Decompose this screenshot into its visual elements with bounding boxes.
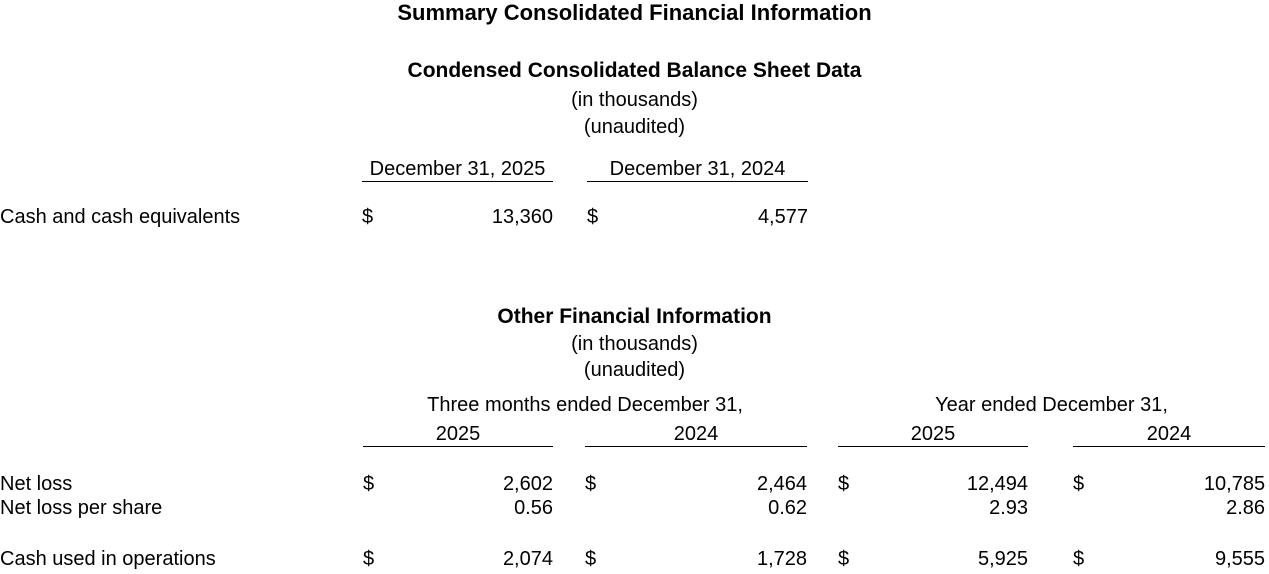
money-cell: $ 5,925 (838, 547, 1028, 571)
currency-symbol: $ (363, 548, 375, 570)
currency-symbol: $ (585, 548, 597, 570)
cell-value: 2,464 (756, 473, 808, 495)
cell-value: 13,360 (491, 205, 553, 228)
money-cell: $ 1,728 (585, 547, 807, 571)
money-cell: $ 2,602 (363, 472, 553, 496)
spacer-row (0, 182, 808, 205)
money-cell: $ 2,074 (363, 547, 553, 571)
table-row-cash-equivalents: Cash and cash equivalents $ 13,360 $ 4,5… (0, 205, 808, 229)
cell-value: 9,555 (1215, 548, 1266, 570)
row-label: Cash and cash equivalents (0, 205, 241, 228)
column-gap (807, 417, 838, 446)
balance-sheet-table: December 31, 2025 December 31, 2024 Cash… (0, 157, 808, 229)
cell-value: 10,785 (1203, 473, 1266, 495)
column-gap (1028, 417, 1073, 446)
money-cell: $ 13,360 (362, 205, 553, 229)
currency-symbol: $ (362, 205, 374, 228)
cell-value: 12,494 (966, 473, 1029, 495)
money-cell: 2.86 (1073, 496, 1265, 520)
other-financial-heading: Other Financial Information (497, 305, 772, 328)
column-gap (553, 472, 585, 496)
column-group-year-ended: Year ended December 31, (935, 394, 1168, 416)
table-row-net-loss-per-share: Net loss per share 0.56 0.62 2.93 2.86 (0, 496, 1265, 520)
cell-value: 1,728 (756, 548, 808, 570)
money-cell: 0.56 (363, 496, 553, 520)
other-financial-table: Three months ended December 31, Year end… (0, 393, 1266, 571)
balance-sheet-audit-note: (unaudited) (583, 116, 686, 138)
money-cell: $ 12,494 (838, 472, 1028, 496)
cell-value: 2.93 (989, 497, 1029, 519)
cell-value: 0.62 (768, 497, 808, 519)
other-financial-audit-note: (unaudited) (583, 359, 686, 381)
other-financial-units-note: (in thousands) (571, 333, 698, 355)
money-cell: $ 4,577 (587, 205, 808, 229)
money-cell: $ 9,555 (1073, 547, 1265, 571)
row-label: Cash used in operations (0, 548, 216, 570)
balance-sheet-units-note: (in thousands) (571, 89, 698, 111)
cell-value: 4,577 (757, 205, 808, 228)
column-header-dec-2025: December 31, 2025 (362, 157, 553, 182)
column-gap (553, 547, 585, 571)
spacer-row (0, 446, 1265, 472)
column-gap (807, 547, 838, 571)
currency-symbol: $ (1073, 548, 1085, 570)
page-title: Summary Consolidated Financial Informati… (397, 0, 872, 25)
header-label-spacer (0, 157, 362, 182)
year-header-row: 2025 2024 2025 2024 (0, 417, 1266, 447)
column-gap (553, 496, 585, 520)
money-cell: $ 2,464 (585, 472, 807, 496)
row-label: Net loss per share (0, 497, 163, 519)
currency-symbol: $ (838, 473, 850, 495)
money-cell: 2.93 (838, 496, 1028, 520)
column-gap (1028, 496, 1073, 520)
header-label-spacer (0, 393, 363, 417)
column-header-yr-2025: 2025 (838, 417, 1029, 447)
column-header-yr-2024: 2024 (1073, 417, 1266, 447)
currency-symbol: $ (585, 473, 597, 495)
table-row-cash-used-in-operations: Cash used in operations $ 2,074 $ 1,728 … (0, 547, 1265, 571)
column-gap (1028, 472, 1073, 496)
column-header-3mo-2025: 2025 (363, 417, 553, 447)
cell-value: 5,925 (977, 548, 1029, 570)
cell-value: 2,602 (502, 473, 553, 495)
column-gap (1028, 547, 1073, 571)
table-row-net-loss: Net loss $ 2,602 $ 2,464 $ 12,494 $ 10,7… (0, 472, 1265, 496)
column-gap (553, 157, 587, 182)
money-cell: $ 10,785 (1073, 472, 1265, 496)
balance-sheet-heading: Condensed Consolidated Balance Sheet Dat… (407, 59, 862, 82)
column-gap (553, 417, 585, 446)
cell-value: 2,074 (502, 548, 553, 570)
column-header-3mo-2024: 2024 (585, 417, 808, 447)
row-label: Net loss (0, 473, 73, 495)
header-label-spacer (0, 417, 363, 446)
column-gap (807, 393, 838, 417)
money-cell: 0.62 (585, 496, 807, 520)
balance-sheet-header-row: December 31, 2025 December 31, 2024 (0, 157, 808, 182)
column-gap (807, 472, 838, 496)
cell-value: 2.86 (1226, 497, 1266, 519)
currency-symbol: $ (587, 205, 599, 228)
column-header-dec-2024: December 31, 2024 (587, 157, 808, 182)
currency-symbol: $ (838, 548, 850, 570)
cell-value: 0.56 (514, 497, 553, 519)
column-group-row: Three months ended December 31, Year end… (0, 393, 1265, 417)
currency-symbol: $ (1073, 473, 1085, 495)
spacer-row (0, 520, 1265, 547)
column-group-three-months: Three months ended December 31, (427, 394, 743, 416)
column-gap (553, 205, 587, 229)
column-gap (807, 496, 838, 520)
currency-symbol: $ (363, 473, 375, 495)
